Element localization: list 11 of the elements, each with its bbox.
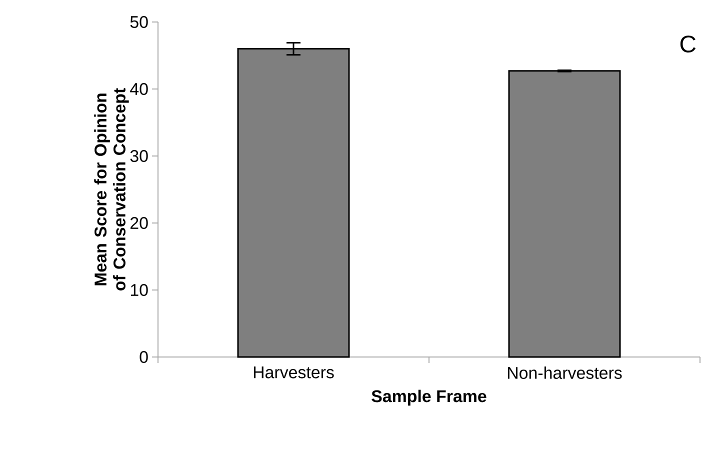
x-axis-title: Sample Frame (372, 390, 486, 406)
x-tick-label: Harvesters (254, 366, 334, 378)
y-tick-label: 0 (140, 351, 148, 363)
y-tick-label: 20 (130, 217, 148, 229)
y-tick-label: 30 (130, 150, 148, 162)
annotation: C (680, 36, 696, 52)
x-tick-label: Non-harvesters (508, 366, 622, 379)
y-axis-title: Mean Score for Opinion of Conservation Concept (94, 88, 129, 290)
y-tick-label: 10 (130, 284, 148, 296)
y-tick-label: 50 (130, 16, 148, 28)
y-tick-label: 40 (130, 83, 148, 96)
